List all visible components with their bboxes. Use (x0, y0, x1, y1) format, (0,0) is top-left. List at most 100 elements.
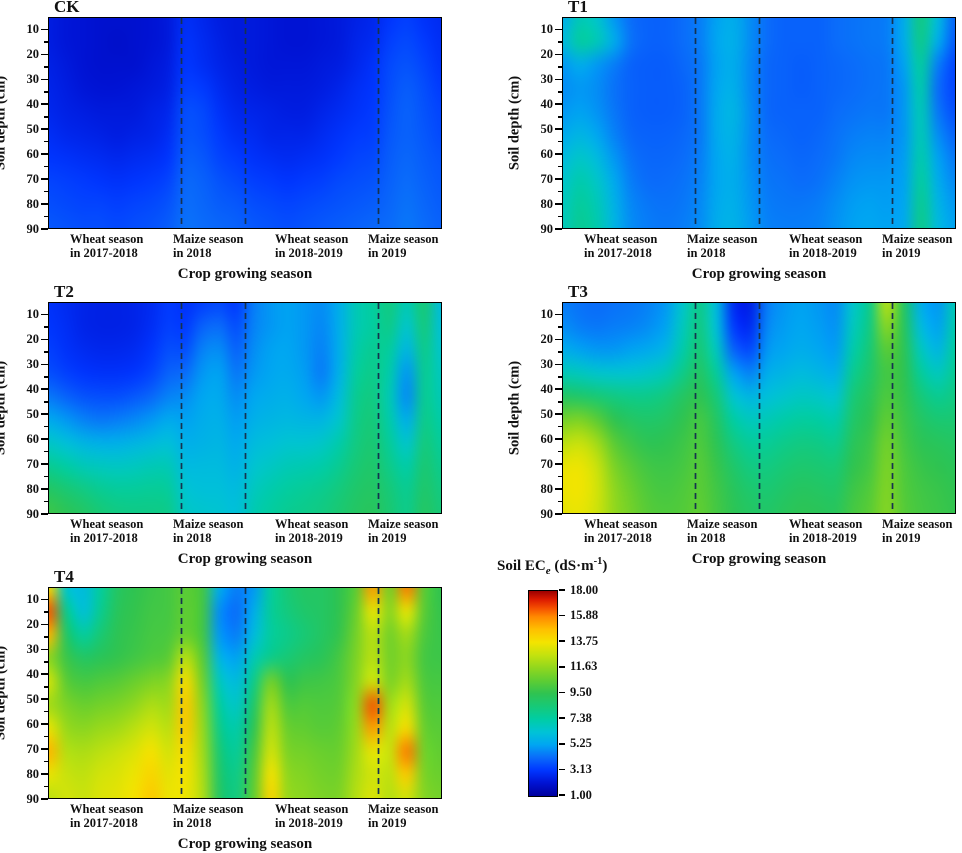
colorbar-tick-label: 11.63 (570, 659, 598, 674)
x-axis-title: Crop growing season (177, 836, 313, 852)
y-tick-mark-major (41, 773, 48, 775)
season-label: Maize season in 2019 (882, 517, 952, 545)
y-tick-mark-major (41, 313, 48, 316)
y-axis-label: Soil depth (cm) (0, 75, 9, 171)
season-label-line1: Wheat season (789, 232, 863, 246)
season-label-line1: Maize season (173, 232, 244, 246)
y-tick-mark-minor (44, 636, 48, 638)
colorbar-tick-mark (559, 691, 565, 694)
y-tick-mark-minor (44, 115, 48, 118)
y-tick-mark-major (41, 178, 48, 180)
season-label: Maize season in 2019 (882, 232, 952, 260)
season-label-line1: Wheat season (275, 232, 349, 246)
season-label-line1: Maize season (368, 802, 439, 816)
y-tick-label: 30 (26, 356, 40, 371)
y-tick-mark-major (41, 388, 48, 391)
y-tick-mark-major (41, 698, 48, 701)
y-tick-label: 80 (540, 196, 554, 211)
y-tick-mark-major (555, 313, 562, 316)
y-axis-label: Soil depth (cm) (0, 360, 9, 456)
season-label-line1: Maize season (687, 232, 758, 246)
heatmap-plot (48, 587, 442, 799)
y-tick-mark-minor (558, 376, 562, 378)
colorbar-tick-label: 5.25 (570, 736, 592, 751)
y-tick-label: 70 (26, 456, 40, 471)
season-label: Wheat season in 2017-2018 (70, 517, 143, 545)
season-label-line2: in 2019 (368, 815, 407, 830)
y-tick-label: 80 (26, 196, 40, 211)
y-tick-label: 90 (26, 506, 40, 521)
y-tick-label: 20 (26, 331, 40, 346)
season-label-line2: in 2019 (368, 530, 407, 545)
colorbar-tick-mark (559, 717, 565, 719)
y-tick-mark-minor (558, 165, 562, 168)
y-tick-label: 60 (26, 431, 40, 446)
y-tick-mark-major (41, 153, 48, 155)
season-label-line1: Maize season (368, 232, 439, 246)
y-tick-mark-major (555, 463, 562, 465)
y-tick-label: 10 (26, 591, 40, 606)
season-label-line2: in 2019 (368, 245, 407, 260)
y-axis-label: Soil depth (cm) (506, 75, 523, 171)
y-tick-mark-minor (44, 400, 48, 403)
season-label: Maize season in 2018 (687, 517, 758, 545)
y-tick-mark-major (41, 598, 48, 601)
season-label-line1: Wheat season (584, 232, 658, 246)
season-label: Wheat season in 2018-2019 (275, 802, 349, 830)
panel-title: T1 (568, 0, 588, 16)
y-tick-mark-major (555, 438, 562, 440)
season-label-line2: in 2018 (173, 245, 212, 260)
season-label-line1: Maize season (173, 802, 244, 816)
colorbar-tick-mark (559, 742, 565, 745)
y-tick-label: 60 (540, 146, 554, 161)
y-tick-mark-major (555, 153, 562, 155)
y-axis-label: Soil depth (cm) (0, 645, 9, 741)
y-tick-label: 10 (26, 306, 40, 321)
y-tick-mark-minor (44, 425, 48, 428)
y-tick-mark-minor (44, 500, 48, 503)
y-tick-label: 20 (540, 46, 554, 61)
y-tick-mark-minor (44, 190, 48, 193)
y-tick-label: 70 (540, 171, 554, 186)
y-tick-mark-minor (44, 661, 48, 663)
season-label-line1: Wheat season (70, 802, 144, 816)
season-label-line2: in 2019 (882, 245, 921, 260)
y-tick-label: 50 (26, 691, 40, 706)
season-label-line1: Wheat season (584, 517, 658, 531)
y-tick-label: 80 (26, 766, 40, 781)
x-axis-title: Crop growing season (691, 551, 827, 567)
y-tick-label: 40 (26, 96, 40, 111)
y-tick-mark-major (41, 648, 48, 651)
season-label-line1: Maize season (687, 517, 758, 531)
y-tick-mark-minor (44, 685, 48, 688)
y-tick-mark-minor (558, 351, 562, 353)
y-tick-mark-minor (44, 760, 48, 763)
panel-t3: T3 Soil depth (cm) Crop growing season 1… (507, 283, 956, 567)
season-label-line1: Wheat season (70, 232, 144, 246)
season-label-line1: Maize season (368, 517, 439, 531)
y-tick-label: 40 (26, 381, 40, 396)
panel-title: T3 (568, 282, 588, 301)
season-label: Maize season in 2019 (368, 517, 439, 545)
y-tick-mark-minor (558, 190, 562, 193)
season-label: Maize season in 2018 (173, 802, 244, 830)
y-tick-mark-major (555, 128, 562, 131)
y-tick-mark-major (555, 413, 562, 416)
y-tick-mark-minor (44, 140, 48, 143)
y-tick-mark-major (41, 228, 48, 230)
colorbar-tick-label: 9.50 (570, 685, 592, 699)
y-tick-label: 90 (540, 221, 554, 236)
season-label-line1: Wheat season (275, 802, 349, 816)
season-label: Wheat season in 2017-2018 (70, 802, 144, 830)
season-boundary-lines (694, 18, 894, 228)
y-tick-mark-minor (558, 91, 562, 93)
y-tick-mark-minor (558, 475, 562, 478)
y-tick-mark-major (41, 203, 48, 205)
panel-ck: CK Soil depth (cm) Crop growing season 1… (0, 0, 442, 282)
y-tick-mark-minor (44, 376, 48, 378)
panel-title: T4 (54, 567, 74, 586)
y-tick-mark-major (555, 203, 562, 205)
y-tick-mark-major (41, 723, 48, 725)
y-tick-label: 10 (540, 21, 554, 36)
season-label-line2: in 2018-2019 (789, 245, 857, 260)
